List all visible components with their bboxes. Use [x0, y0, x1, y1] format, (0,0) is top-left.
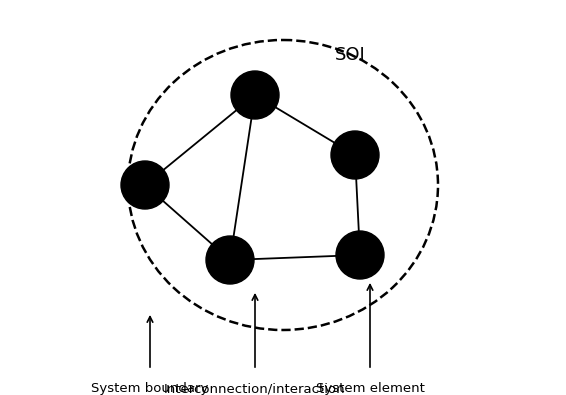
Ellipse shape	[336, 231, 384, 279]
Ellipse shape	[121, 161, 169, 209]
Text: SOI: SOI	[335, 46, 366, 64]
Ellipse shape	[331, 131, 379, 179]
Text: System boundary: System boundary	[91, 382, 209, 395]
Ellipse shape	[231, 71, 279, 119]
Ellipse shape	[206, 236, 254, 284]
Text: Interconnection/interaction: Interconnection/interaction	[164, 382, 346, 395]
Text: System element: System element	[316, 382, 424, 395]
